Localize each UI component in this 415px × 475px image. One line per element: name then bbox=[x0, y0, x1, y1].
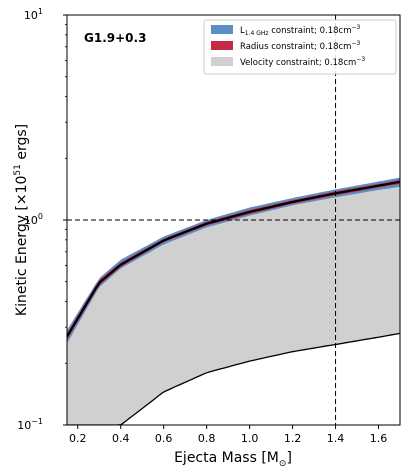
annotation-label: G1.9+0.3 bbox=[84, 31, 146, 45]
legend-swatch bbox=[211, 57, 233, 66]
legend-swatch bbox=[211, 25, 233, 34]
legend-label: Radius constraint; 0.18cm−3 bbox=[240, 40, 360, 52]
legend-box bbox=[203, 19, 397, 75]
x-tick-label: 0.2 bbox=[69, 432, 87, 445]
legend-swatch bbox=[211, 41, 233, 50]
x-tick-label: 0.8 bbox=[198, 432, 216, 445]
l14ghz-band bbox=[67, 177, 400, 344]
x-tick-label: 1.6 bbox=[370, 432, 388, 445]
velocity-band bbox=[67, 186, 400, 425]
x-tick-label: 1.2 bbox=[284, 432, 302, 445]
legend-label: Velocity constraint; 0.18cm−3 bbox=[240, 56, 365, 68]
x-tick-label: 1.0 bbox=[241, 432, 259, 445]
y-axis-label: Kinetic Energy [×1051 ergs] bbox=[13, 124, 30, 316]
y-tick-label: 101 bbox=[24, 7, 43, 22]
x-tick-label: 0.6 bbox=[155, 432, 173, 445]
x-tick-label: 1.4 bbox=[327, 432, 345, 445]
x-tick-label: 0.4 bbox=[112, 432, 130, 445]
velocity-lower-line bbox=[67, 332, 400, 425]
legend: L1.4 GHz constraint; 0.18cm−3 Radius cons… bbox=[203, 19, 397, 75]
x-axis-label: Ejecta Mass [M⊙] bbox=[174, 450, 292, 469]
y-tick-label: 10−1 bbox=[17, 417, 43, 432]
center-line bbox=[67, 180, 400, 338]
legend-label: L1.4 GHz constraint; 0.18cm−3 bbox=[240, 24, 361, 37]
